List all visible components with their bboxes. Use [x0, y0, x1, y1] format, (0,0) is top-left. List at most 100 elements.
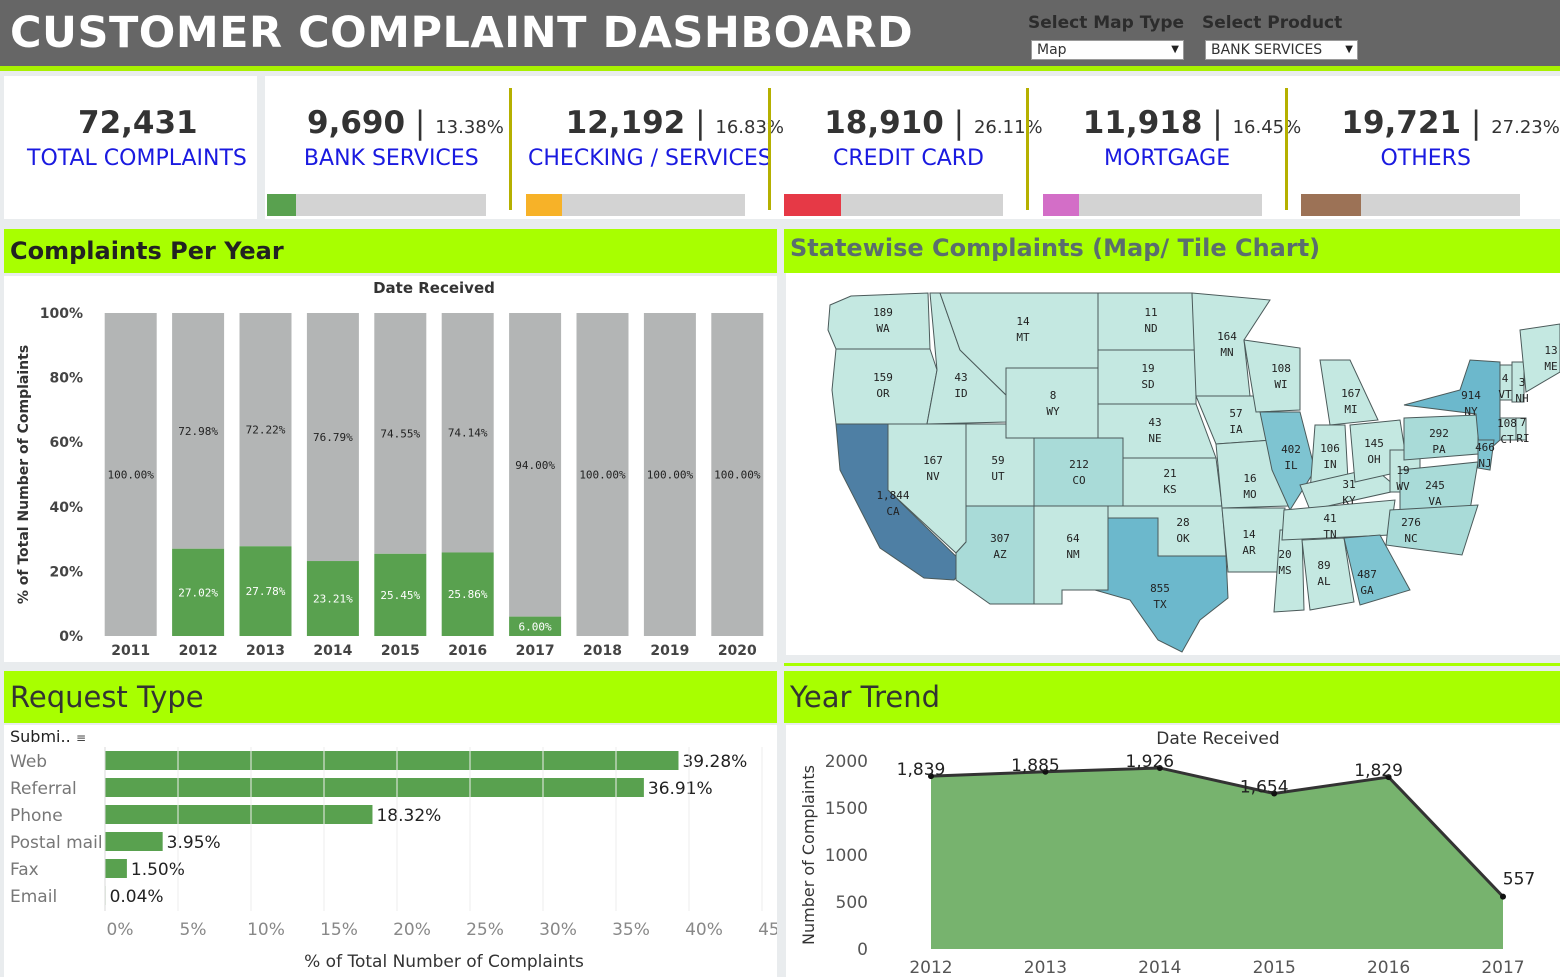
request-panel: Submi.. ≡ Web 39.28% Referral 36.91% Phone 18.3… — [4, 725, 796, 977]
dashboard-title: CUSTOMER COMPLAINT DASHBOARD — [10, 8, 914, 58]
data-label: 74.55% — [380, 427, 420, 440]
state-value-label: 41 — [1323, 512, 1336, 525]
state-abbr-label: MS — [1278, 564, 1291, 577]
data-label: 23.21% — [313, 593, 353, 606]
state-abbr-label: RI — [1516, 432, 1529, 445]
kpi-share-bar — [1301, 194, 1521, 216]
state-sd — [1097, 349, 1197, 405]
kpi-label: MORTGAGE — [1104, 146, 1231, 171]
state-value-label: 145 — [1364, 437, 1384, 450]
x-tick-label: 2013 — [246, 643, 285, 659]
state-abbr-label: NE — [1148, 432, 1161, 445]
x-tick-label: 30% — [539, 920, 577, 940]
x-axis-label: % of Total Number of Complaints — [304, 952, 584, 972]
data-label: 72.22% — [246, 424, 286, 437]
map-title: Statewise Complaints (Map/ Tile Chart) — [790, 234, 1321, 262]
map-type-select[interactable]: Map ▼ — [1031, 40, 1184, 60]
state-abbr-label: SD — [1141, 378, 1154, 391]
x-tick-label: 2016 — [448, 643, 487, 659]
bar-segment-bank-services — [441, 552, 494, 636]
state-value-label: 89 — [1317, 559, 1330, 572]
kpi-divider: | — [685, 105, 716, 141]
kpi-divider: | — [1461, 105, 1492, 141]
state-nh — [1511, 361, 1525, 403]
x-tick-label: 2015 — [1253, 958, 1296, 977]
state-abbr-label: NV — [926, 470, 940, 483]
kpi-share-fill — [1301, 194, 1362, 216]
x-tick-label: 0% — [107, 920, 134, 940]
state-value-label: 159 — [873, 371, 893, 384]
state-nj — [1477, 439, 1495, 471]
state-value-label: 19 — [1141, 362, 1154, 375]
data-point — [1500, 893, 1506, 900]
data-label: 6.00% — [519, 620, 552, 633]
x-tick-label: 2020 — [718, 643, 757, 659]
bar-segment-bank-services — [172, 548, 225, 636]
kpi-total-card — [4, 76, 257, 219]
chart-title: Date Received — [1156, 729, 1279, 749]
bar-segment-other — [711, 313, 764, 636]
data-label: 100.00% — [714, 469, 761, 482]
per-year-title: Complaints Per Year — [10, 237, 284, 265]
state-value-label: 13 — [1544, 344, 1557, 357]
product-select[interactable]: BANK SERVICES ▼ — [1205, 40, 1358, 60]
state-abbr-label: MN — [1220, 346, 1233, 359]
state-mi — [1319, 359, 1379, 426]
bar-segment-other — [374, 313, 427, 554]
data-label: 36.91% — [648, 779, 713, 799]
kpi-count: 19,721 — [1341, 105, 1462, 141]
trend-panel: Date Received Number of Complaints 0 500 100… — [786, 725, 1560, 977]
state-abbr-label: TX — [1153, 598, 1167, 611]
state-abbr-label: CA — [886, 505, 900, 518]
y-tick-label: 20% — [49, 564, 83, 580]
y-axis-label: % of Total Number of Complaints — [16, 345, 32, 604]
state-value-label: 16 — [1243, 472, 1256, 485]
y-axis-label: Number of Complaints — [799, 765, 818, 945]
map-title-bar: Statewise Complaints (Map/ Tile Chart) — [784, 229, 1560, 273]
state-value-label: 189 — [873, 306, 893, 319]
x-tick-label: 25% — [466, 920, 504, 940]
kpi-separator — [1026, 88, 1030, 210]
trend-line — [930, 766, 1505, 898]
map-type-label: Select Map Type — [1028, 13, 1185, 33]
state-value-label: 64 — [1066, 532, 1080, 545]
category-label: Phone — [10, 806, 63, 826]
x-tick-label: 2015 — [381, 643, 420, 659]
state-abbr-label: AL — [1317, 575, 1331, 588]
y-tick-label: 100% — [40, 306, 83, 322]
state-co — [1033, 437, 1124, 507]
state-ri — [1515, 417, 1527, 441]
state-value-label: 167 — [1341, 387, 1361, 400]
bar-segment-other — [441, 313, 494, 553]
bar — [105, 832, 163, 851]
kpi-count: 12,192 — [565, 105, 686, 141]
data-label: 1,839 — [897, 760, 946, 780]
kpi-count: 18,910 — [824, 105, 944, 141]
kpi-value: 11,918 | 16.45% — [1083, 105, 1301, 141]
kpi-label: BANK SERVICES — [303, 146, 479, 171]
x-tick-label: 40% — [685, 920, 723, 940]
state-abbr-label: ND — [1144, 322, 1157, 335]
state-wi — [1243, 339, 1301, 413]
kpi-count: 11,918 — [1082, 105, 1203, 141]
state-abbr-label: OH — [1367, 453, 1380, 466]
state-abbr-label: IL — [1284, 459, 1298, 472]
state-abbr-label: CT — [1500, 433, 1514, 446]
state-value-label: 307 — [990, 532, 1010, 545]
kpi-total-value: 72,431 — [78, 105, 198, 141]
bar-segment-other — [239, 313, 292, 547]
state-nc — [1385, 504, 1479, 556]
data-label: 18.32% — [376, 806, 441, 826]
request-type-chart: Submi.. ≡ Web 39.28% Referral 36.91% Phone 18.3… — [10, 727, 796, 972]
kpi-divider: | — [405, 105, 436, 141]
x-tick-label: 2019 — [650, 643, 689, 659]
state-abbr-label: WY — [1046, 405, 1060, 418]
state-abbr-label: AZ — [993, 548, 1007, 561]
category-label: Web — [10, 752, 47, 772]
data-label: 100.00% — [647, 469, 694, 482]
state-value-label: 57 — [1229, 407, 1242, 420]
state-al — [1301, 537, 1355, 611]
kpi-separator — [509, 88, 512, 210]
kpi-share-fill — [1042, 194, 1079, 216]
x-tick-label: 2017 — [516, 643, 555, 659]
